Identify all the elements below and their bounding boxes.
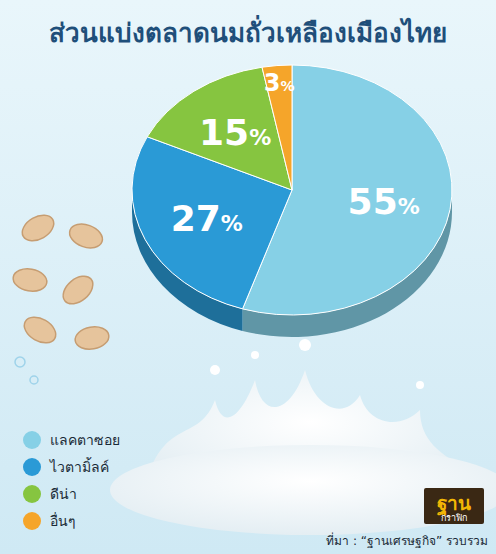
droplet (210, 365, 220, 375)
data-label-unit: % (398, 194, 420, 219)
pie (132, 65, 452, 337)
data-label-number: 27 (171, 198, 221, 239)
title: ส่วนแบ่งตลาดนมถั่วเหลืองเมืองไทย (49, 14, 447, 48)
bubble (15, 357, 25, 367)
logo: ฐานกราฟิก (424, 488, 484, 524)
bean (20, 312, 60, 348)
logo-box (424, 488, 484, 524)
chart-svg: ส่วนแบ่งตลาดนมถั่วเหลืองเมืองไทย55%27%15… (0, 0, 496, 554)
pie-slices (132, 65, 452, 315)
bubble (30, 376, 38, 384)
logo-subtext: กราฟิก (441, 513, 467, 523)
bean (73, 324, 110, 352)
slice (147, 67, 292, 190)
data-label-number: 3 (264, 69, 281, 97)
data-label: 27% (171, 198, 243, 239)
data-label: 3% (264, 69, 295, 97)
data-label-unit: % (221, 211, 243, 236)
bean (11, 266, 48, 294)
legend-swatch (23, 512, 41, 530)
droplet (299, 339, 311, 351)
legend-label: อื่นๆ (50, 512, 76, 529)
milk-splash (110, 339, 496, 535)
data-label-unit: % (280, 78, 294, 94)
bean (66, 220, 105, 252)
legend-label: แลคตาซอย (50, 432, 120, 448)
bean (18, 210, 58, 246)
data-label: 15% (199, 112, 271, 153)
legend-swatch (23, 458, 41, 476)
source: ที่มา : “ฐานเศรษฐกิจ” รวบรวม (326, 532, 488, 548)
splash-pool (110, 445, 496, 535)
data-label: 55% (348, 181, 420, 222)
bean (58, 271, 98, 310)
legend-label: ไวตามิ้ลค์ (49, 457, 109, 475)
data-label-number: 15 (199, 112, 249, 153)
droplet (416, 381, 424, 389)
data-labels: 55%27%15%3% (171, 69, 420, 239)
droplet (251, 351, 259, 359)
legend-swatch (23, 431, 41, 449)
data-label-number: 55 (348, 181, 398, 222)
chart-container: ส่วนแบ่งตลาดนมถั่วเหลืองเมืองไทย55%27%15… (0, 0, 496, 554)
legend-swatch (23, 485, 41, 503)
data-label-unit: % (249, 125, 271, 150)
legend: แลคตาซอยไวตามิ้ลค์ดีน่าอื่นๆ (23, 431, 120, 530)
legend-label: ดีน่า (50, 486, 77, 502)
